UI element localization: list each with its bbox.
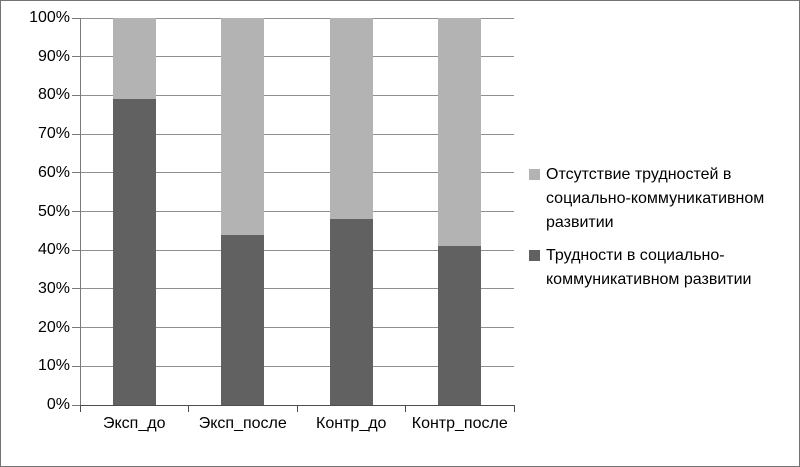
- y-axis-tick-0: [72, 404, 80, 406]
- y-axis-label-50: 50%: [37, 202, 70, 220]
- legend-item-0: Отсутствие трудностей в социально-коммун…: [529, 163, 793, 235]
- x-axis-label-Контр_до: Контр_до: [316, 415, 387, 432]
- gridline-20: [80, 327, 514, 329]
- x-axis-tick-2: [296, 405, 298, 412]
- gridline-60: [80, 172, 514, 174]
- x-axis-label-Эксп_до: Эксп_до: [103, 415, 166, 432]
- y-axis-tick-80: [72, 94, 80, 96]
- bar-segment-series1-Контр_после: [438, 18, 482, 247]
- bar-segment-series1-Эксп_до: [112, 18, 156, 100]
- legend-item-1: Трудности в социально-коммуникативном ра…: [529, 244, 793, 292]
- y-axis-tick-40: [72, 249, 80, 251]
- x-axis-tick-0: [79, 405, 81, 412]
- y-axis-tick-100: [72, 17, 80, 19]
- y-axis-label-30: 30%: [37, 279, 70, 297]
- gridline-90: [80, 56, 514, 58]
- bar-segment-series0-Эксп_до: [112, 99, 156, 405]
- y-axis-label-40: 40%: [37, 241, 70, 259]
- legend-swatch-icon: [529, 169, 540, 180]
- legend-label: Отсутствие трудностей в социально-коммун…: [546, 166, 765, 231]
- gridline-80: [80, 94, 514, 96]
- y-axis-tick-70: [72, 133, 80, 135]
- gridline-40: [80, 249, 514, 251]
- bar-segment-series1-Контр_до: [329, 18, 373, 220]
- bar-segment-series0-Эксп_после: [221, 234, 265, 405]
- y-axis-tick-20: [72, 327, 80, 329]
- x-axis-label-Эксп_после: Эксп_после: [198, 415, 287, 432]
- y-axis-label-60: 60%: [37, 163, 70, 181]
- y-axis-tick-30: [72, 288, 80, 290]
- gridline-100: [80, 17, 514, 19]
- gridline-50: [80, 211, 514, 212]
- bar-segment-series0-Контр_после: [438, 246, 482, 405]
- plot-area: [79, 17, 514, 406]
- y-axis-label-80: 80%: [37, 86, 70, 104]
- y-axis-tick-10: [72, 365, 80, 367]
- x-axis-tick-3: [405, 405, 406, 412]
- gridline-70: [80, 133, 514, 135]
- legend: Отсутствие трудностей в социально-коммун…: [529, 163, 793, 292]
- bar-segment-series0-Контр_до: [329, 219, 373, 405]
- gridline-10: [80, 365, 514, 367]
- x-axis-label-Контр_после: Контр_после: [411, 415, 508, 432]
- y-axis-tick-90: [72, 56, 80, 58]
- legend-label: Трудности в социально-коммуникативном ра…: [546, 247, 752, 288]
- y-axis-label-10: 10%: [37, 357, 70, 375]
- y-axis-tick-50: [72, 211, 80, 212]
- y-axis-label-70: 70%: [37, 125, 70, 143]
- x-axis-tick-4: [513, 405, 515, 412]
- gridline-30: [80, 288, 514, 290]
- y-axis-label-100: 100%: [29, 9, 70, 26]
- y-axis-tick-60: [72, 172, 80, 174]
- bar-segment-series1-Эксп_после: [221, 18, 265, 235]
- y-axis-label-90: 90%: [37, 47, 70, 65]
- legend-swatch-icon: [529, 250, 540, 261]
- x-axis-tick-1: [188, 405, 189, 412]
- y-axis-label-20: 20%: [37, 318, 70, 336]
- y-axis-line: [80, 18, 81, 405]
- y-axis-label-0: 0%: [46, 396, 70, 413]
